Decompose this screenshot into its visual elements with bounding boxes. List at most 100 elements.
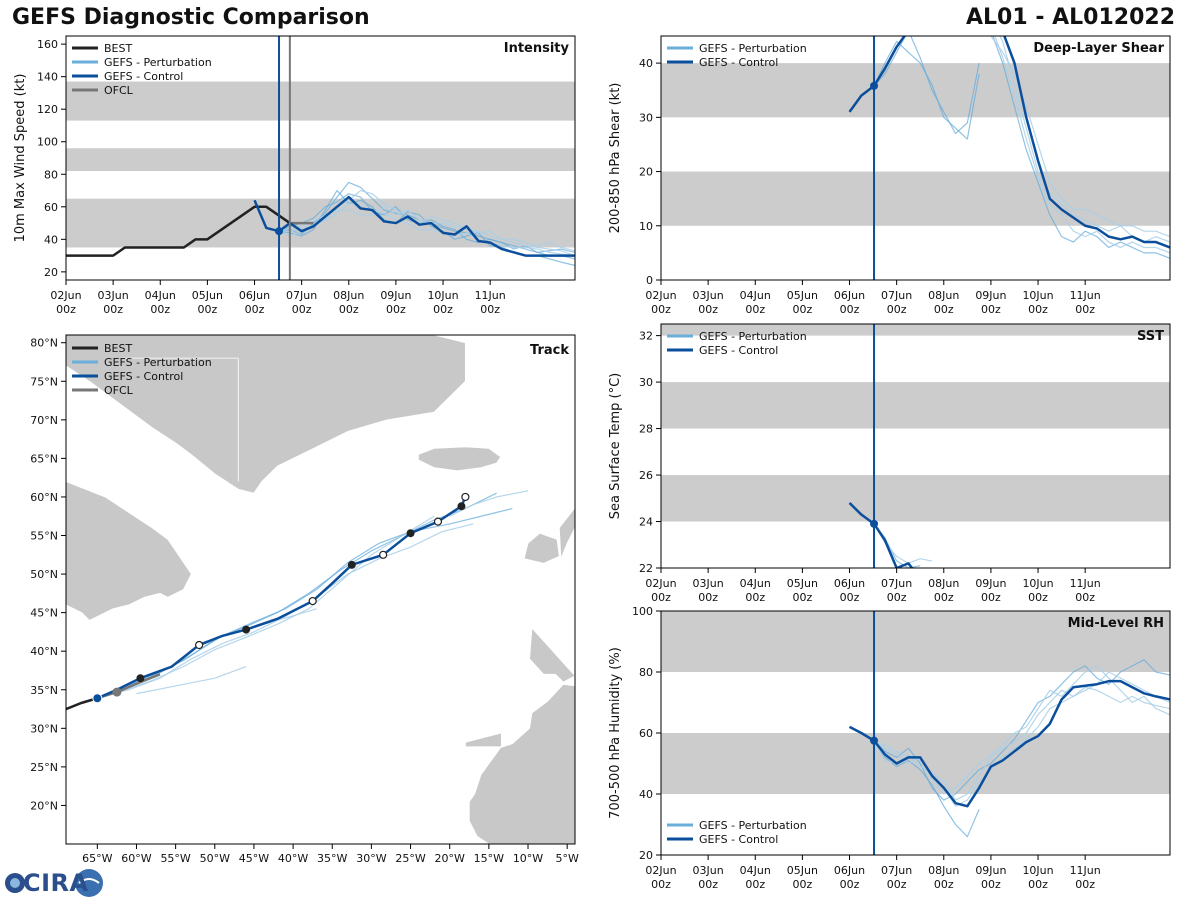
y-tick-label: 20 <box>44 266 58 279</box>
land-canaries <box>464 732 502 748</box>
x-tick-day: 02Jun <box>50 289 81 302</box>
x-tick-day: 07Jun <box>881 577 912 590</box>
x-tick-hour: 00z <box>981 878 1001 891</box>
lat-tick-label: 55°N <box>30 530 58 543</box>
lat-tick-label: 20°N <box>30 799 58 812</box>
legend-label: OFCL <box>104 384 134 397</box>
lat-tick-label: 75°N <box>30 375 58 388</box>
cira-logo-graphic <box>5 869 103 897</box>
track-line-perturbation <box>97 515 435 699</box>
x-tick-hour: 00z <box>386 303 406 316</box>
land-africa <box>468 683 575 844</box>
y-tick-label: 20 <box>639 849 653 862</box>
x-tick-hour: 00z <box>698 878 718 891</box>
legend-label: GEFS - Control <box>699 56 778 69</box>
lat-tick-label: 60°N <box>30 491 58 504</box>
x-tick-hour: 00z <box>934 591 954 604</box>
lon-tick-label: 10°W <box>513 852 543 865</box>
series-line-control <box>848 36 1170 249</box>
y-tick-label: 40 <box>639 788 653 801</box>
shaded-band <box>661 611 1170 672</box>
y-axis-label: 700-500 hPa Humidity (%) <box>608 647 623 819</box>
track-marker-ofcl <box>112 687 122 697</box>
x-tick-hour: 00z <box>934 303 954 316</box>
x-tick-hour: 00z <box>981 303 1001 316</box>
y-tick-label: 80 <box>44 168 58 181</box>
x-tick-day: 08Jun <box>928 289 959 302</box>
series-line-control <box>848 502 914 568</box>
x-tick-day: 08Jun <box>928 864 959 877</box>
lat-tick-label: 35°N <box>30 684 58 697</box>
series-line-perturbation <box>873 671 1170 801</box>
y-tick-label: 32 <box>639 330 653 343</box>
x-tick-hour: 00z <box>1075 878 1095 891</box>
x-tick-hour: 00z <box>887 303 907 316</box>
logo-globe-core-icon <box>10 878 20 888</box>
y-tick-label: 26 <box>639 469 653 482</box>
x-tick-day: 05Jun <box>787 289 818 302</box>
land-ireland <box>523 532 560 564</box>
track-line-perturbation <box>136 666 247 695</box>
lat-tick-label: 70°N <box>30 414 58 427</box>
lat-tick-label: 40°N <box>30 645 58 658</box>
y-tick-label: 28 <box>639 423 653 436</box>
lon-tick-label: 40°W <box>278 852 308 865</box>
shaded-band <box>661 382 1170 429</box>
x-tick-hour: 00z <box>651 303 671 316</box>
x-tick-hour: 00z <box>150 303 170 316</box>
intensity-panel: 2040608010012014016002Jun00z03Jun00z04Ju… <box>13 35 576 316</box>
shaded-band <box>661 475 1170 522</box>
series-line-control <box>848 679 1170 808</box>
y-tick-label: 40 <box>44 233 58 246</box>
shaded-band <box>66 148 575 172</box>
series-group <box>848 502 933 568</box>
map-layer <box>66 335 575 844</box>
track-marker-filled <box>406 529 415 538</box>
x-tick-hour: 00z <box>840 878 860 891</box>
track-line-best <box>66 697 98 711</box>
track-marker-open <box>433 517 443 526</box>
track-panel: 65°W 60°W 55°W 50°W 45°W 40°W 35°W 30°W 25°W 20°W… <box>30 334 579 865</box>
y-tick-label: 100 <box>37 136 58 149</box>
track-marker-filled <box>136 674 145 683</box>
series-line-perturbation <box>994 36 1170 254</box>
x-tick-hour: 00z <box>934 878 954 891</box>
panel-title: Deep-Layer Shear <box>1033 41 1164 56</box>
x-tick-day: 03Jun <box>693 289 724 302</box>
legend-label: GEFS - Perturbation <box>699 42 807 55</box>
x-tick-hour: 00z <box>1028 878 1048 891</box>
x-tick-day: 05Jun <box>192 289 223 302</box>
plot-area-background <box>661 324 1170 568</box>
x-tick-day: 09Jun <box>975 864 1006 877</box>
x-tick-day: 04Jun <box>145 289 176 302</box>
x-tick-day: 06Jun <box>834 577 865 590</box>
x-tick-day: 09Jun <box>975 289 1006 302</box>
x-tick-day: 09Jun <box>975 577 1006 590</box>
x-tick-day: 04Jun <box>740 864 771 877</box>
lon-tick-label: 65°W <box>82 852 112 865</box>
x-tick-day: 06Jun <box>834 289 865 302</box>
init-time-point <box>870 736 879 745</box>
track-marker-control <box>92 693 103 704</box>
legend-label: GEFS - Control <box>104 70 183 83</box>
y-tick-label: 60 <box>44 201 58 214</box>
x-tick-day: 03Jun <box>98 289 129 302</box>
logo-satellite-icon <box>75 869 103 897</box>
y-tick-label: 100 <box>632 605 653 618</box>
y-tick-label: 22 <box>639 562 653 575</box>
lat-tick-label: 30°N <box>30 722 58 735</box>
y-axis-label: Sea Surface Temp (°C) <box>608 373 623 520</box>
init-time-point <box>870 81 879 90</box>
x-tick-hour: 00z <box>745 591 765 604</box>
y-tick-label: 60 <box>639 727 653 740</box>
y-axis-label: 200-850 hPa Shear (kt) <box>608 83 623 234</box>
x-tick-hour: 00z <box>339 303 359 316</box>
init-time-point <box>870 519 879 528</box>
lon-tick-label: 35°W <box>317 852 347 865</box>
lat-tick-label: 65°N <box>30 452 58 465</box>
x-tick-hour: 00z <box>56 303 76 316</box>
series-line-control <box>253 195 575 257</box>
track-marker-open <box>461 492 470 502</box>
y-tick-label: 80 <box>639 666 653 679</box>
y-axis-label: 10m Max Wind Speed (kt) <box>13 74 28 243</box>
